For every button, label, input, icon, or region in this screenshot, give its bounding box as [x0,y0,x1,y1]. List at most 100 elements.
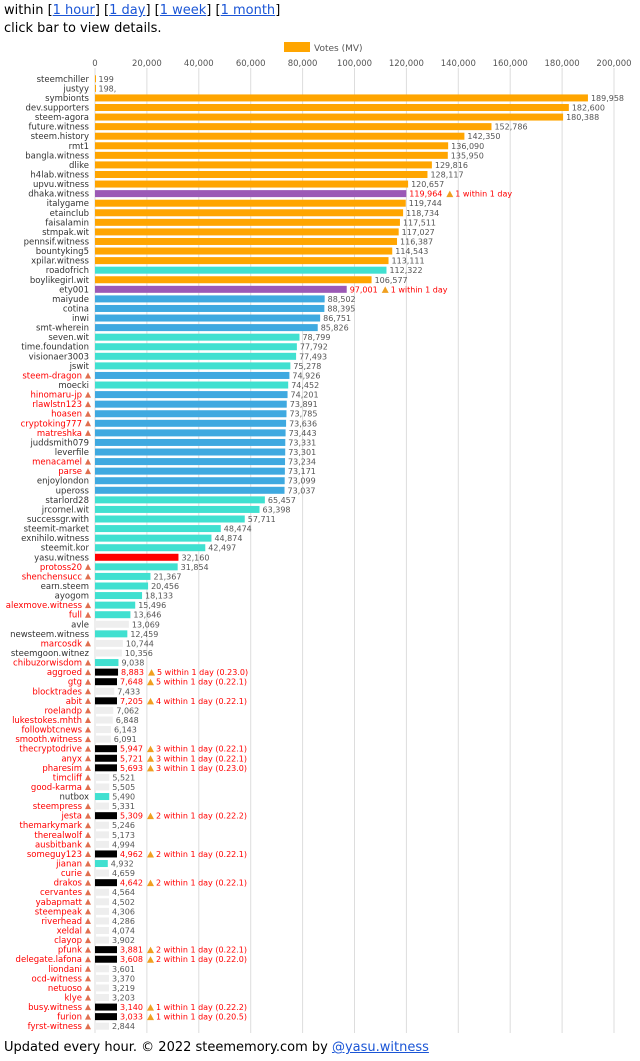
vote-bar[interactable] [95,620,129,628]
vote-bar[interactable] [95,687,115,695]
vote-bar[interactable] [95,276,372,284]
vote-bar[interactable] [95,314,321,322]
vote-bar[interactable] [95,869,109,877]
vote-bar[interactable] [95,611,131,619]
vote-bar[interactable] [95,965,109,973]
vote-bar[interactable] [95,821,109,829]
vote-bar[interactable] [95,630,128,638]
vote-bar[interactable] [95,123,492,131]
vote-bar[interactable] [95,391,288,399]
vote-bar[interactable] [95,946,117,954]
vote-bar[interactable] [95,544,206,552]
vote-bar[interactable] [95,745,117,753]
vote-bar[interactable] [95,917,109,925]
vote-bar[interactable] [95,773,110,781]
vote-bar[interactable] [95,735,111,743]
vote-bar[interactable] [95,324,318,332]
vote-bar[interactable] [95,563,178,571]
vote-bar[interactable] [95,582,149,590]
vote-bar[interactable] [95,907,109,915]
vote-bar[interactable] [95,553,179,561]
vote-bar[interactable] [95,726,111,734]
vote-bar[interactable] [95,199,406,207]
vote-bar[interactable] [95,955,117,963]
vote-bar[interactable] [95,343,297,351]
vote-bar[interactable] [95,601,136,609]
range-1-hour-link[interactable]: 1 hour [52,3,95,18]
vote-bar[interactable] [95,888,109,896]
vote-bar[interactable] [95,84,96,92]
vote-bar[interactable] [95,974,109,982]
vote-bar[interactable] [95,247,393,255]
vote-bar[interactable] [95,678,117,686]
vote-bar[interactable] [95,209,404,217]
vote-bar[interactable] [95,362,291,370]
vote-bar[interactable] [95,898,109,906]
vote-bar[interactable] [95,295,325,303]
vote-bar[interactable] [95,170,428,178]
vote-bar[interactable] [95,850,117,858]
vote-bar[interactable] [95,161,432,169]
vote-bar[interactable] [95,754,117,762]
vote-bar[interactable] [95,764,117,772]
vote-bar[interactable] [95,467,285,475]
vote-bar[interactable] [95,668,119,676]
vote-bar[interactable] [95,639,123,647]
vote-bar[interactable] [95,151,448,159]
vote-bar[interactable] [95,860,108,868]
vote-bar[interactable] [95,410,287,418]
vote-bar[interactable] [95,448,286,456]
vote-bar[interactable] [95,706,114,714]
vote-bar[interactable] [95,429,286,437]
author-link[interactable]: @yasu.witness [331,1040,429,1055]
vote-bar[interactable] [95,132,465,140]
vote-bar[interactable] [95,400,287,408]
vote-bar[interactable] [95,304,325,312]
vote-bar[interactable] [95,831,109,839]
vote-bar[interactable] [95,190,407,198]
vote-bar[interactable] [95,103,569,111]
vote-bar[interactable] [95,984,109,992]
vote-bar[interactable] [95,419,287,427]
vote-bar[interactable] [95,534,212,542]
vote-bar[interactable] [95,94,588,102]
vote-bar[interactable] [95,371,290,379]
vote-bar[interactable] [95,783,110,791]
vote-bar[interactable] [95,525,221,533]
vote-bar[interactable] [95,802,109,810]
vote-bar[interactable] [95,994,109,1002]
vote-bar[interactable] [95,142,449,150]
vote-bar[interactable] [95,75,96,83]
vote-bar[interactable] [95,458,286,466]
vote-bar[interactable] [95,113,564,121]
vote-bar[interactable] [95,496,265,504]
vote-bar[interactable] [95,285,347,293]
range-1-month-link[interactable]: 1 month [220,3,276,18]
vote-bar[interactable] [95,352,297,360]
vote-bar[interactable] [95,218,400,226]
vote-bar[interactable] [95,486,285,494]
vote-bar[interactable] [95,697,117,705]
vote-bar[interactable] [95,592,143,600]
vote-bar[interactable] [95,381,289,389]
vote-bar[interactable] [95,1022,109,1030]
vote-bar[interactable] [95,659,119,667]
vote-bar[interactable] [95,793,110,801]
vote-bar[interactable] [95,515,245,523]
vote-bar[interactable] [95,840,109,848]
vote-bar[interactable] [95,927,109,935]
vote-bar[interactable] [95,879,117,887]
vote-bar[interactable] [95,477,285,485]
vote-bar[interactable] [95,649,122,657]
vote-bar[interactable] [95,237,398,245]
vote-bar[interactable] [95,812,117,820]
vote-bar[interactable] [95,572,151,580]
vote-bar[interactable] [95,936,109,944]
vote-bar[interactable] [95,333,300,341]
vote-bar[interactable] [95,716,113,724]
vote-bar[interactable] [95,228,399,236]
vote-bar[interactable] [95,180,409,188]
vote-bar[interactable] [95,257,389,265]
vote-bar[interactable] [95,438,286,446]
vote-bar[interactable] [95,1013,117,1021]
